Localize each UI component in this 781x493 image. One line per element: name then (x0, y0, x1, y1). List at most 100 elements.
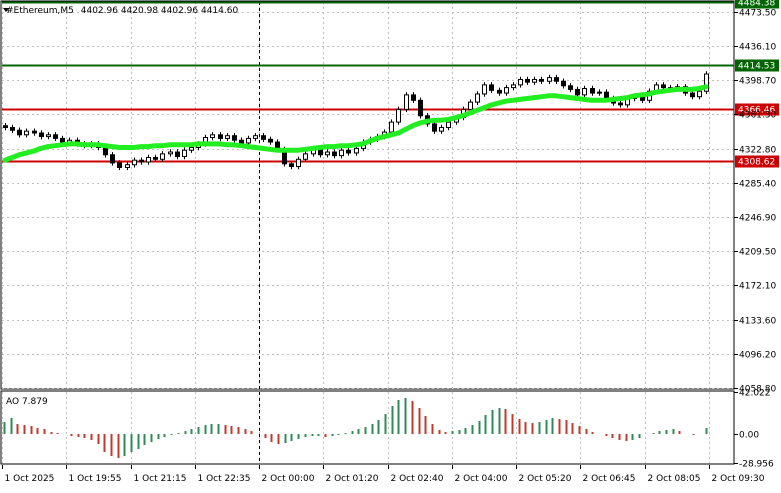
candle-body (189, 146, 194, 151)
candle-body (339, 149, 344, 157)
candle-body (60, 137, 65, 143)
candle-body (389, 121, 394, 133)
ao-plot-frame (0, 390, 735, 465)
time-axis: 1 Oct 2025 1 Oct 19:55 1 Oct 21:15 1 Oct 22… (2, 465, 765, 484)
time-tick-label: 2 Oct 04:00 (455, 474, 508, 484)
candle-body (354, 147, 359, 154)
candle-body (268, 138, 273, 143)
candle-body (532, 78, 537, 83)
candle-body (17, 129, 22, 136)
grid-layer (2, 2, 733, 464)
candle-body (139, 159, 144, 163)
time-tick-label: 2 Oct 02:40 (391, 474, 444, 484)
candle-body (303, 153, 308, 160)
candle-body (432, 123, 437, 132)
price-tick-label: 4246.90 (739, 214, 776, 224)
candle-body (497, 89, 502, 94)
candle-body (39, 132, 44, 138)
candle-body (554, 77, 559, 82)
candle-body (24, 130, 29, 136)
candle-body (618, 102, 623, 106)
candle-body (582, 88, 587, 96)
time-tick-label: 1 Oct 19:55 (69, 474, 122, 484)
candle-body (232, 135, 237, 141)
time-tick-label: 2 Oct 05:20 (519, 474, 572, 484)
price-tick-label: 4285.40 (739, 180, 776, 190)
price-tick-label: 4398.70 (739, 77, 776, 87)
candle-body (489, 84, 494, 91)
level-layer: 4484.38 4414.53 4366.46 4308.62 (2, 0, 779, 168)
candle-body (697, 90, 702, 98)
time-tick-label: 2 Oct 08:05 (648, 474, 701, 484)
ao-tick-label: 0.00 (739, 431, 759, 441)
time-tick-label: 2 Oct 06:45 (583, 474, 636, 484)
candle-body (475, 93, 480, 103)
candle-body (175, 151, 180, 158)
candle-body (218, 134, 223, 139)
level-label: 4308.62 (738, 158, 775, 168)
candle-body (511, 84, 516, 89)
candle-body (597, 91, 602, 94)
candle-body (325, 151, 330, 156)
price-tick-label: 4322.80 (739, 146, 776, 156)
candle-body (318, 148, 323, 156)
candle-body (590, 88, 595, 94)
candle-body (568, 85, 573, 90)
time-tick-label: 2 Oct 09:30 (712, 474, 765, 484)
level-label-box (735, 0, 779, 9)
candle-body (296, 158, 301, 168)
candle-body (132, 159, 137, 166)
candle-body (704, 73, 709, 92)
level-label: 4366.46 (738, 106, 775, 116)
candle-body (153, 156, 158, 160)
level-label: 4414.53 (738, 62, 775, 72)
level-label-box (735, 59, 779, 72)
moving-average-series (2, 84, 709, 163)
candle-body (110, 154, 115, 164)
candle-body (160, 153, 165, 160)
candle-body (289, 163, 294, 168)
ao-title: AO 7.879 (6, 397, 48, 407)
candle-body (125, 164, 130, 168)
candle-body (539, 78, 544, 82)
candle-body (53, 134, 58, 139)
candle-body (418, 99, 423, 117)
candle-body (225, 135, 230, 139)
candle-body (575, 88, 580, 96)
moving-average-line (2, 84, 709, 163)
time-tick-label: 2 Oct 00:00 (262, 474, 315, 484)
main-plot-frame (0, 0, 735, 390)
candle-body (210, 134, 215, 139)
time-tick-label: 1 Oct 22:35 (198, 474, 251, 484)
candle-body (482, 84, 487, 95)
candle-body (253, 135, 258, 139)
price-axis: 4473.50 4436.10 4398.70 4361.30 4322.80 4285.… (734, 9, 776, 470)
candle-body (10, 127, 15, 131)
level-label: 4484.38 (738, 0, 775, 9)
candle-body (439, 127, 444, 132)
candle-body (690, 92, 695, 98)
candle-body (46, 134, 51, 138)
candle-body (411, 94, 416, 101)
candle-body (547, 77, 552, 82)
price-tick-label: 4361.30 (739, 111, 776, 121)
candle-body (3, 125, 8, 129)
time-tick-label: 1 Oct 2025 (5, 474, 55, 484)
price-tick-label: 4096.20 (739, 351, 776, 361)
candle-body (168, 151, 173, 155)
level-label-box (735, 103, 779, 116)
candle-body (396, 108, 401, 123)
price-tick-label: 4133.60 (739, 317, 776, 327)
candle-body (332, 151, 337, 157)
time-tick-label: 2 Oct 01:20 (326, 474, 379, 484)
chart-collapse-icon[interactable] (3, 8, 9, 12)
candle-body (404, 94, 409, 110)
candle-body (446, 121, 451, 129)
candle-body (239, 139, 244, 144)
candle-body (117, 162, 122, 168)
candle-body (661, 84, 666, 89)
candle-body (561, 80, 566, 87)
candle-body (246, 137, 251, 144)
